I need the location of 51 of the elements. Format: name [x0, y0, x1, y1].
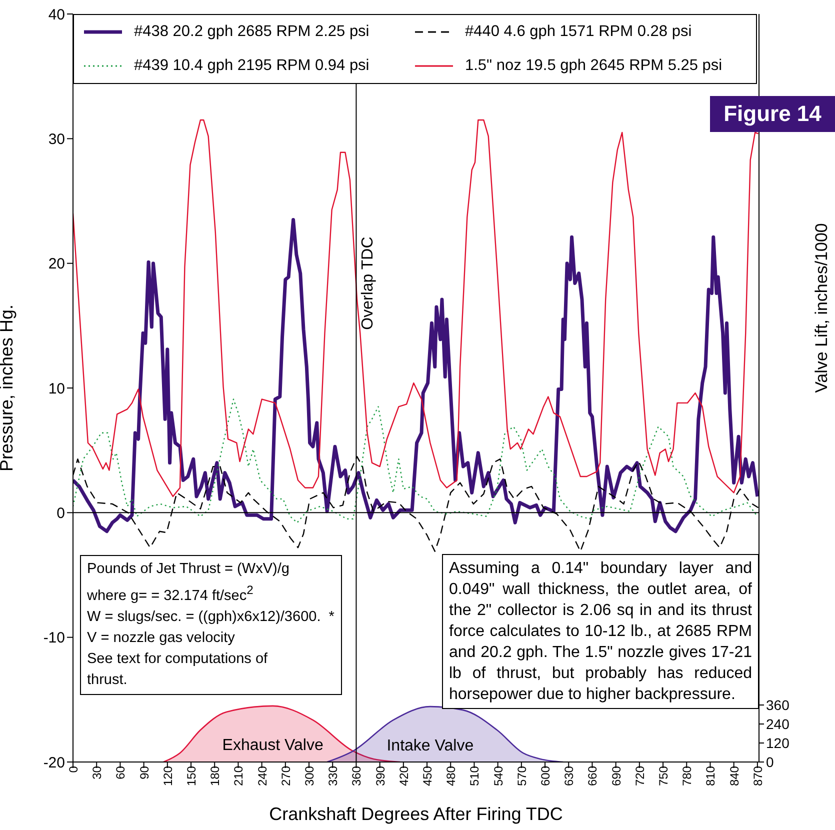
- x-tick-label: 690: [609, 766, 624, 786]
- y2-tick-label: 120: [766, 734, 790, 751]
- x-tick-label: 270: [278, 766, 293, 786]
- x-tick-label: 480: [444, 766, 458, 786]
- y2-axis-title: Valve Lift, inches/1000: [812, 223, 832, 393]
- series-label: Intake Valve: [386, 738, 474, 755]
- x-tick-label: 630: [562, 766, 576, 786]
- text: Figure 14: [710, 96, 835, 132]
- x-tick-label: 60: [114, 766, 128, 780]
- y2-tick-label: 240: [766, 716, 790, 732]
- annotation: Assuming a 0.14" boundary layer and 0.049" wall thickness, the outlet area, of the 2" collector is 2.06 sq in and its thrust force calculates to 10-12 lb., at 2685 RPM and 20.2 gph. The 1.5" nozzle gives 17-21 lb of thrust, but probably has reduced horsepower due to higher backpressure.: [442, 554, 759, 709]
- x-tick-label: 150: [184, 766, 199, 786]
- x-tick-label: 360: [350, 766, 364, 786]
- annotation: Pounds of Jet Thrust = (WxV)/g where g= = 32.174 ft/sec$^{2}$ W = slugs/sec. = ((gph)x6x12)/3600. * V = nozzle gas velocity See text for computations of thrust.: [80, 555, 342, 695]
- legend-label: 1.5" noz 19.5 gph 2645 RPM 5.25 psi: [465, 57, 722, 75]
- y-tick-label: 30: [48, 130, 65, 148]
- x-tick-label: 870: [750, 766, 765, 786]
- legend-label: #438 20.2 gph 2685 RPM 2.25 psi: [134, 23, 370, 41]
- x-tick-label: 750: [656, 766, 671, 786]
- x-tick-label: 240: [255, 766, 270, 786]
- x-tick-label: 420: [396, 766, 411, 786]
- y-tick-label: 10: [48, 380, 65, 398]
- x-axis-title: Crankshaft Degrees After Firing TDC: [269, 804, 563, 824]
- x-tick-label: 330: [326, 766, 340, 786]
- x-tick-label: 600: [538, 766, 553, 786]
- x-tick-label: 450: [420, 766, 435, 786]
- x-tick-label: 570: [514, 766, 529, 786]
- y-tick-label: 20: [48, 256, 65, 273]
- x-tick-label: 300: [302, 766, 317, 786]
- x-tick-label: 120: [160, 766, 175, 786]
- ref-line-label: Overlap TDC: [359, 236, 376, 330]
- x-tick-label: 390: [373, 766, 388, 786]
- x-tick-label: 540: [491, 766, 506, 786]
- x-tick-label: 510: [468, 766, 482, 786]
- x-tick-label: 780: [680, 766, 694, 786]
- x-tick-label: 210: [232, 766, 246, 786]
- x-tick-label: 660: [586, 766, 600, 786]
- y-tick-label: -20: [43, 754, 65, 772]
- x-tick-label: 90: [137, 766, 152, 780]
- y2-tick-label: 360: [766, 696, 790, 713]
- legend-label: #439 10.4 gph 2195 RPM 0.94 psi: [134, 57, 370, 75]
- y-tick-label: -10: [43, 630, 65, 647]
- legend-label: #440 4.6 gph 1571 RPM 0.28 psi: [465, 23, 692, 41]
- x-tick-label: 720: [632, 766, 647, 786]
- x-tick-label: 840: [727, 766, 742, 786]
- series-label: Exhaust Valve: [222, 736, 324, 754]
- x-tick-label: 30: [90, 766, 104, 780]
- x-tick-label: 810: [704, 766, 718, 786]
- y-tick-label: 0: [56, 504, 65, 522]
- y-tick-label: 40: [48, 6, 65, 24]
- x-tick-label: 180: [208, 766, 222, 786]
